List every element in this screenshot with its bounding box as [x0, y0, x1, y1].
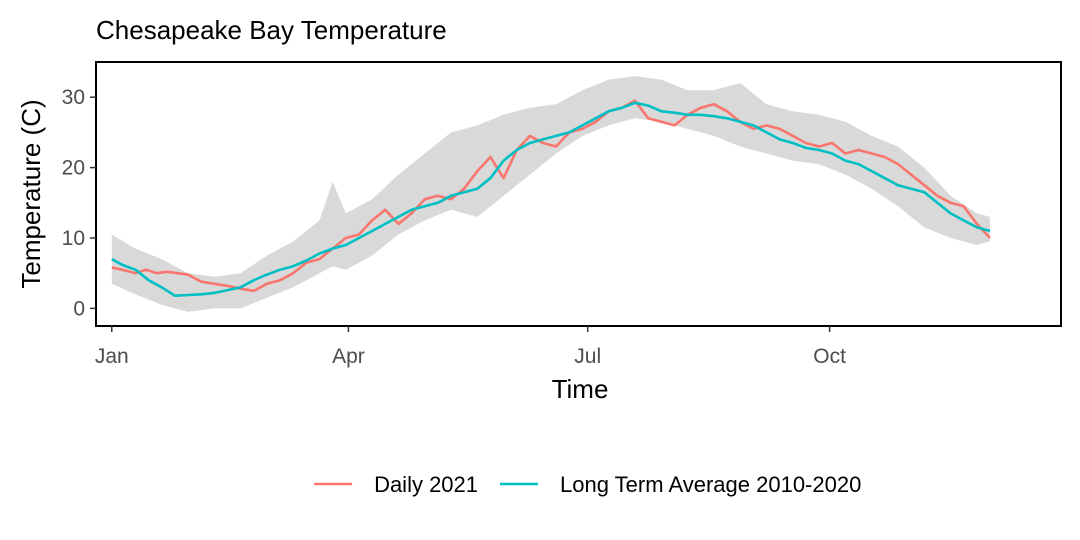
confidence-ribbon	[111, 76, 991, 312]
series-line-1	[111, 99, 991, 293]
confidence-ribbon-layer	[111, 76, 991, 312]
y-axis-title: Temperature (C)	[16, 99, 46, 288]
y-tick-label: 30	[62, 86, 85, 109]
legend-label-2: Long Term Average 2010-2020	[560, 472, 861, 497]
x-tick-label: Jan	[95, 345, 129, 368]
x-axis-title: Time	[552, 374, 609, 404]
series-layer	[111, 99, 991, 297]
series-line-2	[111, 101, 991, 297]
legend-label-1: Daily 2021	[374, 472, 478, 497]
y-axis: 0 10 20 30	[62, 86, 96, 320]
x-tick-label: Oct	[813, 345, 846, 368]
y-tick-label: 10	[62, 227, 85, 250]
legend: Daily 2021 Long Term Average 2010-2020	[314, 472, 861, 497]
y-tick-label: 20	[62, 157, 85, 180]
y-tick-label: 0	[73, 297, 85, 320]
x-tick-label: Apr	[332, 345, 365, 368]
x-tick-label: Jul	[574, 345, 601, 368]
x-axis: Jan Apr Jul Oct	[95, 326, 846, 368]
chart-title: Chesapeake Bay Temperature	[96, 15, 447, 45]
plot-panel-border	[95, 61, 1062, 327]
